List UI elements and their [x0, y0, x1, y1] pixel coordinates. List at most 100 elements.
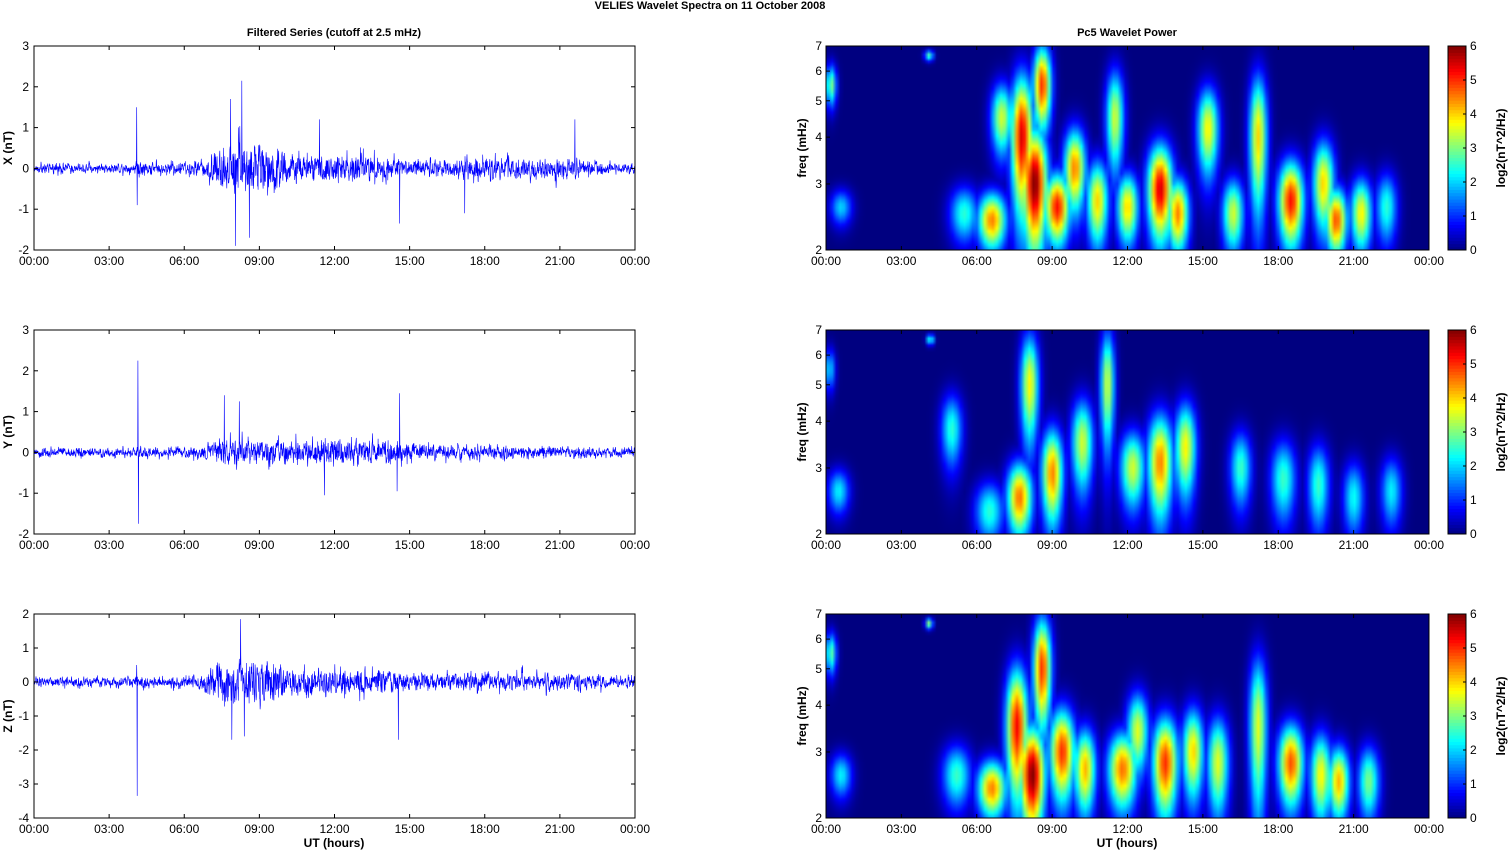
colorbar-label: log2(nT^2/Hz) — [1494, 108, 1508, 187]
colorbar-swatch — [1448, 243, 1466, 248]
colorbar-swatch — [1448, 441, 1466, 446]
colorbar-swatch — [1448, 151, 1466, 155]
colorbar-swatch — [1448, 725, 1466, 730]
x-axis-label-right: UT (hours) — [1097, 836, 1158, 850]
colorbar-swatch — [1448, 795, 1466, 800]
series-trace — [33, 360, 636, 524]
colorbar-swatch — [1448, 227, 1466, 232]
colorbar-swatch — [1448, 393, 1466, 398]
line-panel-z: -4 -3 -2 -1 0 1 2 00:00 03:00 06:00 09:00 12:00 15:0… — [1, 607, 650, 836]
colorbar-swatch — [1448, 703, 1466, 707]
wavelet-xtick-label: 03:00 — [886, 538, 916, 552]
colorbar-swatch — [1448, 649, 1466, 653]
line-xtick-label: 00:00 — [19, 254, 49, 268]
wavelet-power-image — [826, 46, 1429, 250]
line-xtick-label: 06:00 — [169, 254, 199, 268]
series-trace — [33, 619, 636, 796]
colorbar-swatch — [1448, 208, 1466, 213]
colorbar-swatch — [1448, 476, 1466, 481]
colorbar-swatch — [1448, 782, 1466, 787]
colorbar-swatch — [1448, 52, 1466, 57]
colorbar-swatch — [1448, 387, 1466, 392]
colorbar-swatch — [1448, 93, 1466, 98]
colorbar-swatch — [1448, 349, 1466, 353]
colorbar-swatch — [1448, 74, 1466, 79]
colorbar-swatch — [1448, 173, 1466, 178]
colorbar-swatch — [1448, 61, 1466, 66]
colorbar-swatch — [1448, 406, 1466, 411]
colorbar-swatch — [1448, 377, 1466, 382]
colorbar-swatch — [1448, 100, 1466, 104]
colorbar-swatch — [1448, 237, 1466, 241]
line-xtick-label: 06:00 — [169, 538, 199, 552]
colorbar-swatch — [1448, 738, 1466, 742]
colorbar-swatch — [1448, 112, 1466, 117]
colorbar-swatch — [1448, 498, 1466, 503]
y-axis-label: X (nT) — [1, 131, 15, 165]
colorbar-swatch — [1448, 808, 1466, 813]
colorbar-swatch — [1448, 489, 1466, 494]
ytick-label: 2 — [815, 527, 822, 541]
colorbar-tick-label: 1 — [1470, 493, 1477, 507]
wavelet-xtick-label: 03:00 — [886, 822, 916, 836]
colorbar-swatch — [1448, 55, 1466, 60]
colorbar-swatch — [1448, 97, 1466, 101]
wavelet-panel-3: 2 3 4 5 6 7 00:00 03:00 06:00 09:00 12:00 15:00 18:0… — [795, 607, 1508, 836]
colorbar-tick-label: 6 — [1470, 607, 1477, 621]
colorbar-swatch — [1448, 435, 1466, 439]
line-xtick-label: 21:00 — [545, 538, 575, 552]
colorbar-swatch — [1448, 87, 1466, 92]
y-axis-label: freq (mHz) — [795, 686, 809, 745]
colorbar-swatch — [1448, 623, 1466, 628]
colorbar-swatch — [1448, 170, 1466, 174]
ytick-label: 1 — [22, 121, 29, 135]
colorbar-tick-label: 2 — [1470, 175, 1477, 189]
colorbar-tick-label: 5 — [1470, 73, 1477, 87]
colorbar-swatch — [1448, 779, 1466, 784]
colorbar-swatch — [1448, 214, 1466, 219]
colorbar: 0 1 2 3 4 5 6 log2(nT^2/Hz) — [1447, 323, 1508, 541]
ytick-label: -3 — [18, 777, 29, 791]
colorbar-swatch — [1448, 763, 1466, 768]
wavelet-xtick-label: 09:00 — [1037, 254, 1067, 268]
colorbar-swatch — [1448, 148, 1466, 152]
colorbar-swatch — [1448, 690, 1466, 695]
wavelet-xtick-label: 00:00 — [811, 538, 841, 552]
colorbar-swatch — [1448, 90, 1466, 95]
line-xtick-label: 21:00 — [545, 254, 575, 268]
wavelet-xtick-label: 06:00 — [962, 538, 992, 552]
colorbar-swatch — [1448, 811, 1466, 816]
right-column-title: Pc5 Wavelet Power — [1077, 27, 1178, 39]
colorbar-label: log2(nT^2/Hz) — [1494, 392, 1508, 471]
wavelet-panel-1: 2 3 4 5 6 7 00:00 03:00 06:00 09:00 12:00 15:00 18:0… — [795, 39, 1508, 268]
line-xtick-label: 18:00 — [470, 538, 500, 552]
colorbar-swatch — [1448, 751, 1466, 755]
colorbar-swatch — [1448, 419, 1466, 423]
colorbar-tick-label: 6 — [1470, 323, 1477, 337]
colorbar-swatch — [1448, 144, 1466, 149]
colorbar-swatch — [1448, 633, 1466, 637]
colorbar-swatch — [1448, 409, 1466, 414]
colorbar-swatch — [1448, 342, 1466, 347]
colorbar-swatch — [1448, 345, 1466, 350]
plot-area — [34, 330, 635, 534]
colorbar-swatch — [1448, 154, 1466, 159]
colorbar-swatch — [1448, 645, 1466, 650]
colorbar-swatch — [1448, 109, 1466, 114]
colorbar-swatch — [1448, 527, 1466, 532]
y-axis-label: Y (nT) — [1, 415, 15, 449]
colorbar-swatch — [1448, 814, 1466, 819]
ytick-label: 0 — [22, 161, 29, 175]
colorbar-swatch — [1448, 58, 1466, 63]
colorbar-tick-label: 3 — [1470, 709, 1477, 723]
colorbar-swatch — [1448, 655, 1466, 660]
wavelet-xtick-label: 06:00 — [962, 822, 992, 836]
colorbar-swatch — [1448, 789, 1466, 793]
colorbar-swatch — [1448, 361, 1466, 366]
y-axis-label: Z (nT) — [1, 699, 15, 732]
colorbar-swatch — [1448, 71, 1466, 76]
colorbar-swatch — [1448, 444, 1466, 449]
colorbar-swatch — [1448, 802, 1466, 806]
colorbar-tick-label: 4 — [1470, 675, 1477, 689]
plot-area — [34, 46, 635, 250]
